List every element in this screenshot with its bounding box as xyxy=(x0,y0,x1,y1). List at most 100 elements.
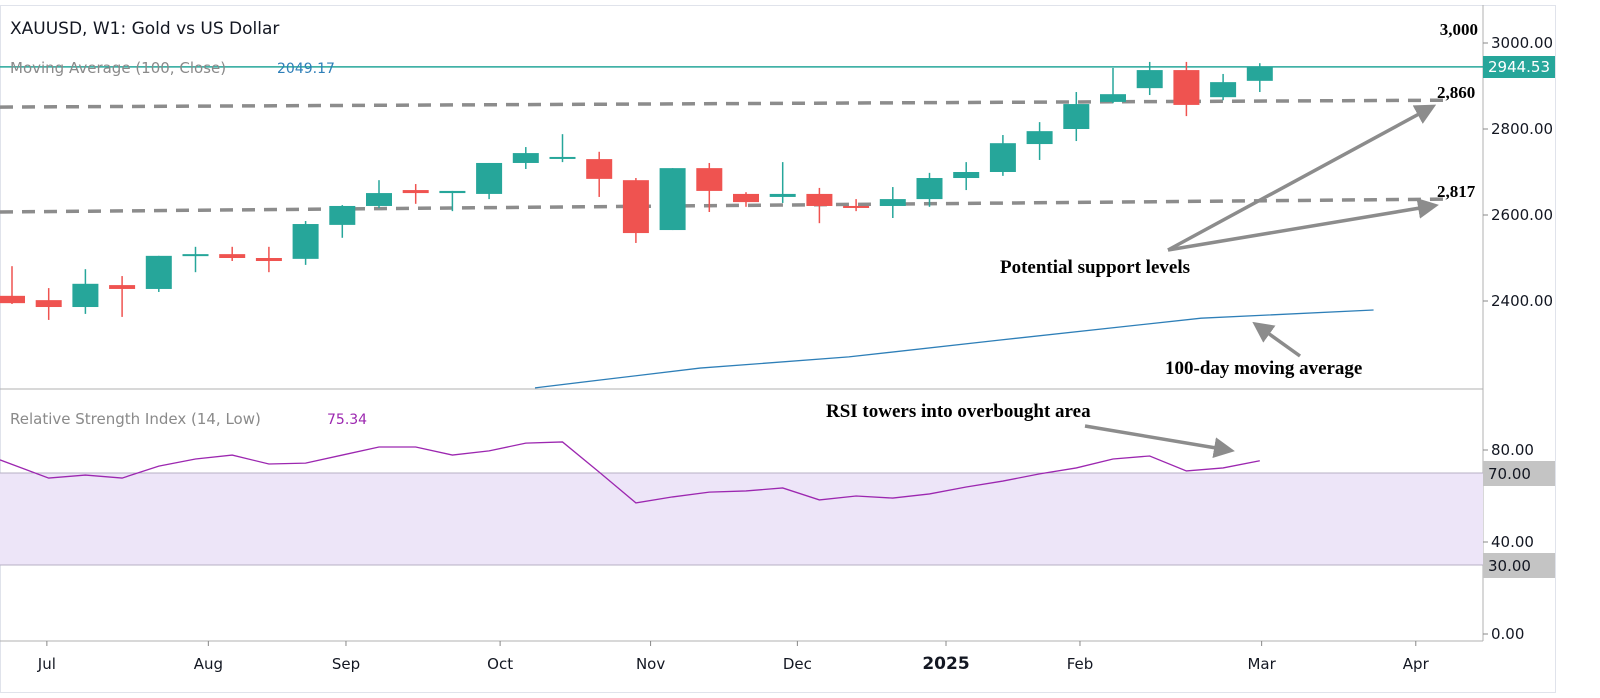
rsi-line xyxy=(0,441,1260,504)
candle xyxy=(0,266,25,305)
candle xyxy=(1210,73,1237,101)
ma-legend-label[interactable]: Moving Average (100, Close) xyxy=(10,59,226,77)
candle xyxy=(329,205,356,238)
candle-body xyxy=(439,190,466,194)
candle-body xyxy=(1246,66,1273,81)
time-tick-label: Feb xyxy=(1067,655,1094,673)
candle xyxy=(916,172,943,207)
time-tick-label: Dec xyxy=(783,655,812,673)
arrow-to-rsi xyxy=(1084,424,1235,459)
time-tick-label: Jul xyxy=(37,655,56,673)
current-price-tag xyxy=(1483,56,1555,78)
candle-body xyxy=(109,285,136,289)
candle xyxy=(622,178,649,243)
time-tick-label: Apr xyxy=(1403,655,1430,673)
candle xyxy=(1100,67,1126,104)
candle xyxy=(35,288,62,320)
candle-body xyxy=(586,159,613,179)
candle xyxy=(145,255,172,292)
time-tick-label: Mar xyxy=(1247,655,1276,673)
candle xyxy=(109,276,136,317)
candle xyxy=(219,246,246,262)
candle xyxy=(586,151,613,197)
rsi-band-fill xyxy=(0,473,1483,565)
candle-body xyxy=(1100,94,1126,102)
candle xyxy=(953,162,980,191)
candle-body xyxy=(622,180,649,234)
moving-average-line xyxy=(534,309,1374,389)
price-tick-label: 2800.00 xyxy=(1491,120,1553,138)
rsi-upper-tag-label: 70.00 xyxy=(1488,465,1531,483)
ma-legend-value: 2049.17 xyxy=(277,61,335,77)
candle xyxy=(733,192,759,207)
rsi-band xyxy=(0,472,1483,566)
arrow-to-2860 xyxy=(1167,104,1437,252)
candle-body xyxy=(366,193,392,206)
candle xyxy=(1173,61,1200,117)
annotation-rsi: RSI towers into overbought area xyxy=(826,401,1091,422)
rsi-upper-tag xyxy=(1483,461,1555,486)
candle-body xyxy=(843,205,870,208)
annotation-3000: 3,000 xyxy=(1440,20,1478,39)
candle-body xyxy=(659,168,686,231)
arrow-to-ma xyxy=(1252,321,1302,358)
candle-body xyxy=(476,162,503,194)
price-tick-label: 2600.00 xyxy=(1491,206,1553,224)
candle-body xyxy=(1063,104,1090,129)
candle-body xyxy=(329,205,356,225)
candle-body xyxy=(72,283,99,308)
price-tick-label: 3000.00 xyxy=(1491,34,1553,52)
annotation-2860: 2,860 xyxy=(1437,83,1475,102)
candle-body xyxy=(696,168,723,191)
candle-body xyxy=(733,193,759,203)
chart-frame xyxy=(0,5,1556,693)
candle-body xyxy=(1210,82,1237,98)
candle-body xyxy=(219,254,246,258)
candle-body xyxy=(806,193,833,206)
time-axis-ticks: Jul Aug Sep Oct Nov Dec 2025 Feb Mar Apr xyxy=(37,641,1430,674)
chart-title: XAUUSD, W1: Gold vs US Dollar xyxy=(10,19,279,39)
candle-body xyxy=(953,172,980,179)
candle-body xyxy=(549,156,576,159)
candle xyxy=(843,199,870,212)
candle xyxy=(1246,63,1273,93)
rsi-path xyxy=(0,441,1260,504)
candle xyxy=(182,246,209,273)
candle xyxy=(769,162,796,203)
rsi-tick-label: 80.00 xyxy=(1491,441,1534,459)
candle xyxy=(439,190,466,212)
candles xyxy=(0,61,1273,320)
candle-body xyxy=(916,178,943,200)
candle-body xyxy=(292,224,319,259)
candle-body xyxy=(512,153,539,163)
rsi-axis-ticks: 80.00 40.00 0.00 70.00 30.00 xyxy=(1483,441,1555,643)
candle xyxy=(292,221,319,265)
candle xyxy=(659,168,686,231)
time-tick-label: Oct xyxy=(487,655,513,673)
candle-body xyxy=(1026,131,1053,145)
candle-body xyxy=(145,255,172,289)
rsi-legend-label[interactable]: Relative Strength Index (14, Low) xyxy=(10,410,261,428)
candle xyxy=(1063,92,1090,142)
time-tick-label: 2025 xyxy=(922,654,969,674)
rsi-legend-value: 75.34 xyxy=(327,412,367,428)
candle-body xyxy=(35,300,62,308)
candle xyxy=(72,269,99,314)
rsi-lower-tag-label: 30.00 xyxy=(1488,557,1531,575)
candle xyxy=(255,246,282,273)
candle-body xyxy=(1173,70,1200,105)
annotation-2817: 2,817 xyxy=(1437,182,1476,201)
candle xyxy=(476,162,503,200)
moving-average-path xyxy=(534,309,1374,389)
candle xyxy=(1136,61,1163,96)
candle xyxy=(989,135,1016,176)
rsi-tick-label: 40.00 xyxy=(1491,533,1534,551)
current-price-label: 2944.53 xyxy=(1488,58,1550,76)
arrow-to-2817 xyxy=(1167,197,1439,252)
rsi-tick-label: 0.00 xyxy=(1491,625,1524,643)
annotation-moving-average: 100-day moving average xyxy=(1165,358,1362,379)
price-tick-label: 2400.00 xyxy=(1491,292,1553,310)
candle xyxy=(806,187,833,224)
candle xyxy=(696,162,723,212)
